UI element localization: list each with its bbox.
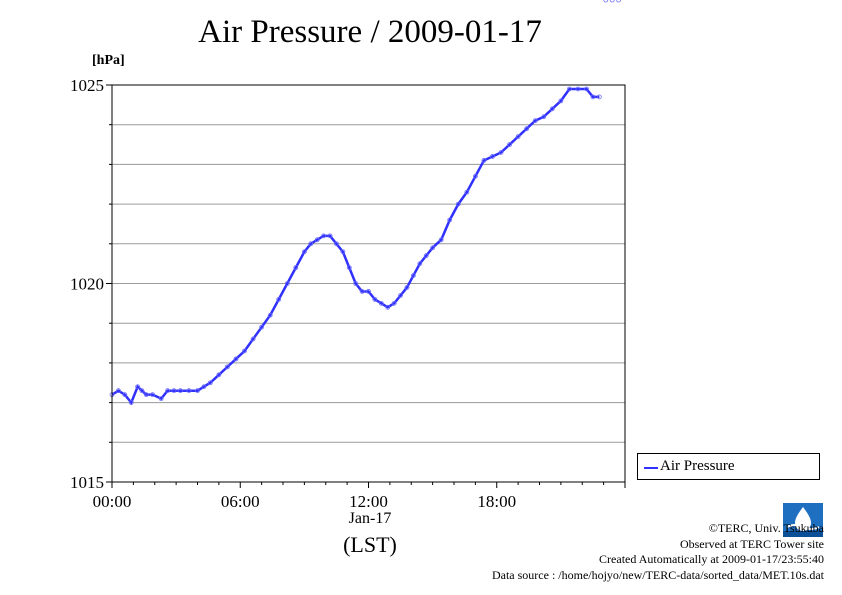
data-point	[417, 261, 423, 267]
data-point	[549, 106, 555, 112]
data-point	[558, 98, 564, 104]
data-point	[201, 384, 207, 390]
chart-title: Air Pressure / 2009-01-17	[198, 14, 542, 50]
data-point	[233, 356, 239, 362]
y-tick-label: 1015	[70, 473, 104, 492]
x-axis-label: (LST)	[343, 532, 397, 557]
data-point	[359, 289, 365, 294]
data-point	[481, 158, 487, 163]
data-point	[143, 392, 149, 398]
data-point	[353, 281, 359, 286]
y-axis-unit: [hPa]	[92, 53, 125, 68]
data-point	[135, 384, 141, 390]
data-point	[139, 388, 145, 394]
data-point	[472, 173, 478, 179]
data-point	[532, 118, 538, 124]
data-point	[293, 265, 299, 271]
y-tick-label: 1020	[70, 275, 104, 294]
data-point	[490, 154, 495, 159]
data-point	[216, 372, 222, 378]
data-point	[314, 237, 320, 243]
data-point	[567, 86, 572, 92]
data-point	[225, 364, 230, 370]
data-point	[346, 265, 352, 271]
y-axis-ticks: 1015 1020 1025	[70, 76, 112, 492]
data-point	[195, 388, 200, 394]
data-point	[177, 388, 183, 394]
data-point	[603, 0, 609, 3]
data-point	[250, 336, 256, 342]
plot-frame	[111, 84, 626, 483]
x-tick-label: 18:00	[477, 492, 516, 511]
data-point	[242, 348, 247, 354]
x-tick-label: 06:00	[221, 492, 260, 511]
data-point	[410, 273, 416, 278]
data-point	[455, 201, 461, 207]
data-point	[391, 300, 397, 306]
data-point	[430, 245, 436, 251]
data-point	[128, 400, 134, 406]
legend-label: Air Pressure	[660, 458, 735, 474]
data-point	[171, 388, 177, 394]
x-tick-label: 12:00	[349, 492, 388, 511]
data-point	[398, 293, 403, 298]
data-point	[498, 150, 504, 155]
y-tick-label: 1025	[70, 76, 104, 95]
data-point	[366, 289, 371, 294]
credits-block: ©TERC, Univ. Tsukuba Observed at TERC To…	[492, 521, 824, 583]
data-point	[524, 126, 530, 132]
credits-copyright: ©TERC, Univ. Tsukuba	[708, 521, 824, 535]
credits-source: Data source : /home/hojyo/new/TERC-data/…	[491, 567, 824, 582]
legend: Air Pressure	[637, 453, 820, 480]
x-tick-label: 00:00	[93, 492, 132, 511]
data-point	[207, 380, 213, 386]
data-point	[158, 396, 164, 402]
credits-observed: Observed at TERC Tower site	[679, 536, 824, 551]
data-point	[378, 300, 384, 306]
data-point	[385, 304, 391, 310]
data-point	[464, 189, 470, 195]
data-point	[150, 392, 156, 398]
data-point	[321, 233, 327, 239]
data-point	[507, 142, 512, 147]
data-point	[301, 249, 307, 255]
data-point	[609, 0, 615, 3]
data-point	[334, 241, 339, 247]
data-point	[116, 388, 121, 394]
data-point	[165, 388, 170, 394]
terc-logo-icon	[783, 503, 823, 537]
data-point	[259, 324, 265, 330]
data-point	[308, 241, 314, 247]
data-point	[616, 0, 621, 3]
data-point	[596, 94, 602, 100]
data-point	[584, 86, 589, 92]
data-point	[515, 134, 521, 140]
grid-lines	[112, 124, 625, 443]
data-point	[404, 285, 410, 290]
data-point	[372, 296, 378, 302]
x-axis-date: Jan-17	[348, 510, 392, 527]
data-point	[276, 296, 282, 302]
series-air-pressure	[109, 0, 621, 406]
data-point	[590, 94, 596, 100]
data-point	[340, 249, 346, 255]
legend-swatch	[644, 467, 658, 469]
data-point	[423, 253, 429, 259]
data-point	[122, 392, 128, 398]
data-point	[438, 237, 444, 243]
data-point	[575, 86, 581, 92]
data-point	[186, 388, 192, 394]
credits-created: Created Automatically at 2009-01-17/23:5…	[599, 552, 824, 566]
data-point	[447, 217, 453, 223]
x-axis-ticks: 00:00 06:00 12:00 18:00	[93, 482, 626, 511]
data-point	[327, 233, 333, 239]
data-point	[284, 281, 290, 286]
data-point	[267, 312, 273, 318]
data-point	[541, 114, 547, 120]
series-line	[111, 87, 600, 406]
